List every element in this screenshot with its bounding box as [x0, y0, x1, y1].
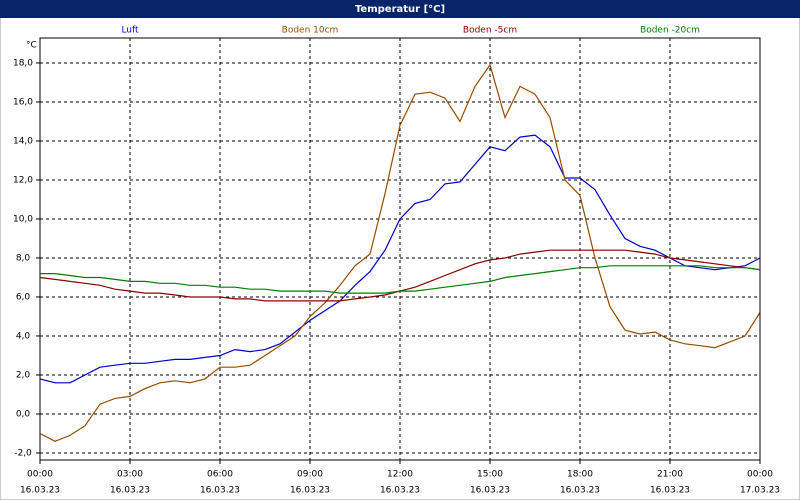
series-line [39, 134, 761, 384]
x-tick-label: 03:00 [117, 470, 143, 480]
y-tick-label: 18,0 [13, 58, 33, 68]
y-tick-label: 8,0 [16, 253, 31, 263]
legend-label: Boden 10cm [282, 26, 339, 36]
x-tick-label: 18:00 [567, 470, 593, 480]
series-line [40, 265, 761, 294]
x-tick-label: 12:00 [387, 470, 413, 480]
title-bar [0, 0, 800, 18]
x-tick-label: 00:00 [747, 470, 773, 480]
x-tick-label: 00:00 [27, 470, 53, 480]
y-tick-label: 0,0 [16, 409, 31, 419]
x-tick-date: 16.03.23 [20, 486, 60, 496]
x-tick-date: 17.03.23 [740, 486, 780, 496]
y-tick-label: -2,0 [14, 448, 32, 458]
y-tick-label: 10,0 [13, 214, 33, 224]
x-tick-date: 16.03.23 [110, 486, 150, 496]
x-tick-date: 16.03.23 [470, 486, 510, 496]
x-tick-date: 16.03.23 [560, 486, 600, 496]
y-tick-label: 14,0 [13, 136, 33, 146]
x-tick-label: 21:00 [657, 470, 683, 480]
y-tick-label: 4,0 [16, 331, 31, 341]
x-tick-label: 15:00 [477, 470, 503, 480]
series-line [39, 63, 761, 442]
x-tick-date: 16.03.23 [290, 486, 330, 496]
x-tick-date: 16.03.23 [380, 486, 420, 496]
x-tick-date: 16.03.23 [650, 486, 690, 496]
x-tick-label: 06:00 [207, 470, 233, 480]
y-tick-label: 16,0 [13, 97, 33, 107]
legend-label: Boden -5cm [463, 26, 517, 36]
legend-label: Luft [121, 26, 139, 36]
y-unit: °C [26, 41, 37, 51]
legend-label: Boden -20cm [640, 26, 700, 36]
chart-title: Temperatur [°C] [355, 4, 445, 15]
x-tick-date: 16.03.23 [200, 486, 240, 496]
x-tick-label: 09:00 [297, 470, 323, 480]
y-tick-label: 12,0 [13, 175, 33, 185]
plot-frame [39, 37, 761, 461]
y-tick-label: 6,0 [16, 292, 31, 302]
y-tick-label: 2,0 [16, 370, 31, 380]
